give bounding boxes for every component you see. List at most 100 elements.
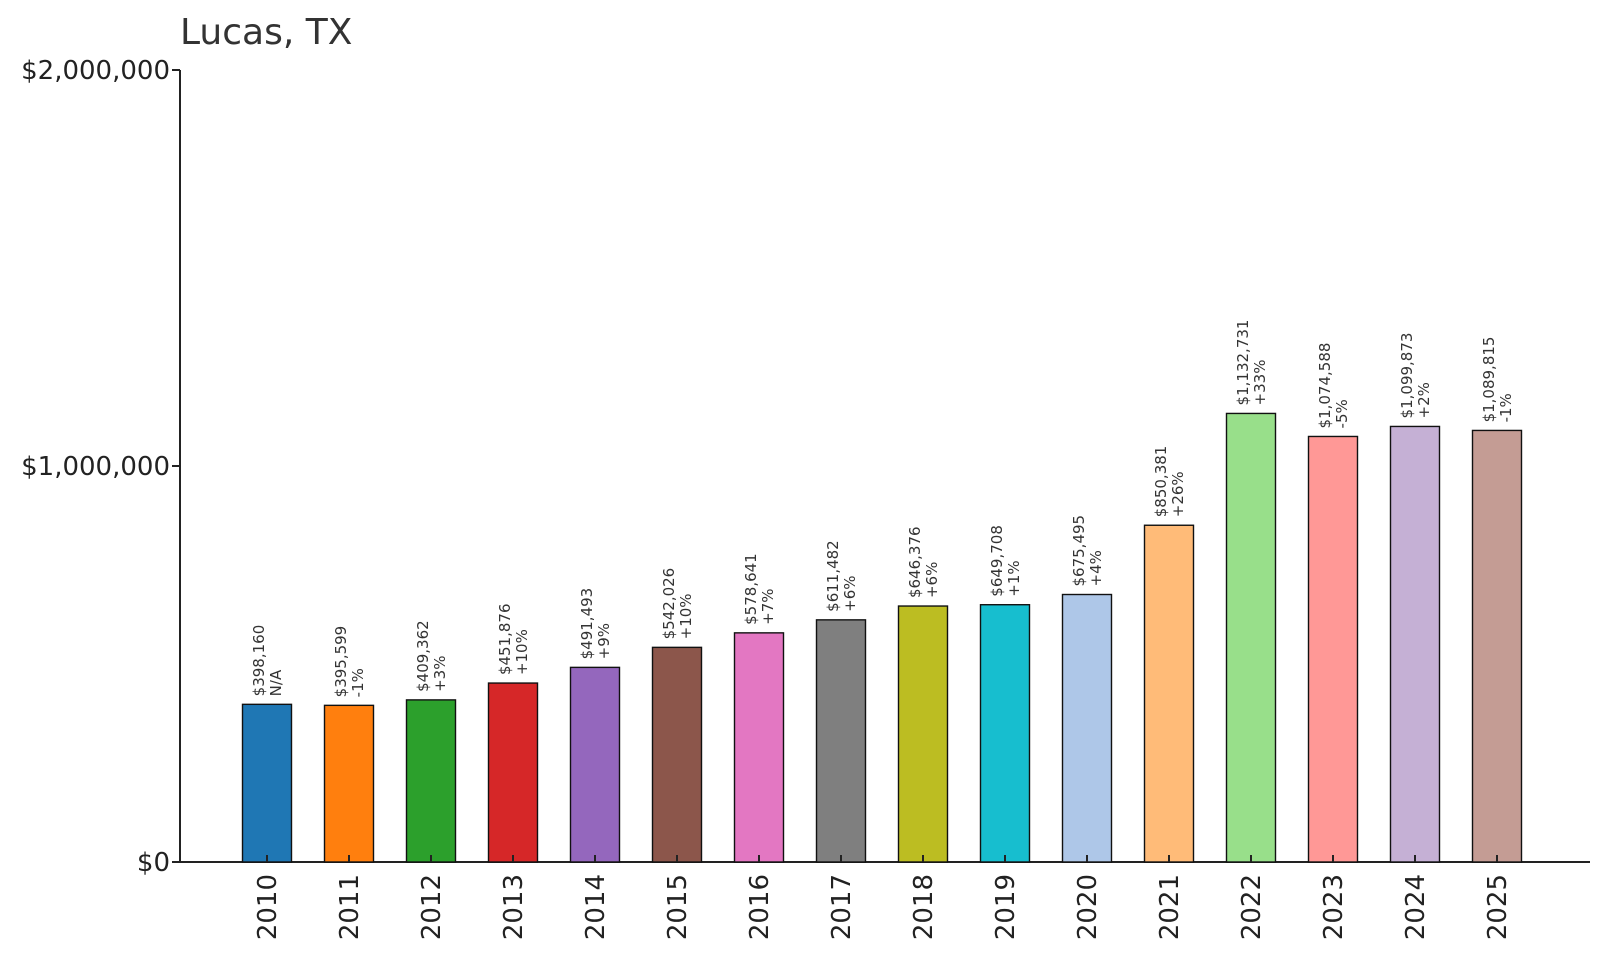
bar-2011 — [323, 704, 375, 863]
value-label: $395,599 — [332, 626, 350, 698]
data-label-2017: $611,482 +6% — [824, 540, 859, 612]
bar-2018 — [897, 605, 949, 863]
x-tick-2019: 2019 — [991, 874, 1021, 940]
bar-2017 — [815, 619, 867, 863]
bar-2019 — [979, 604, 1031, 863]
change-label: +6% — [923, 562, 941, 598]
x-tick-2022: 2022 — [1237, 874, 1267, 940]
x-tick-label: 2020 — [1073, 874, 1103, 940]
x-tick-label: 2015 — [663, 874, 693, 940]
data-label-2020: $675,495 +4% — [1070, 515, 1105, 587]
x-tick-label: 2019 — [991, 874, 1021, 940]
value-label: $1,089,815 — [1480, 337, 1498, 423]
change-label: +2% — [1415, 382, 1433, 418]
x-tick-2025: 2025 — [1483, 874, 1513, 940]
x-tick-label: 2012 — [417, 874, 447, 940]
data-label-2010: $398,160 N/A — [250, 625, 285, 697]
change-label: -5% — [1333, 399, 1351, 428]
y-tick-label: $1,000,000 — [21, 452, 170, 482]
axes — [179, 70, 1590, 863]
bar-2025 — [1471, 429, 1523, 863]
x-tick-label: 2010 — [253, 874, 283, 940]
value-label: $578,641 — [742, 553, 760, 625]
x-tick-2017: 2017 — [827, 874, 857, 940]
bar-2016 — [733, 632, 785, 863]
x-ticks: 2010 2011 2012 2013 2014 2015 2016 2017 2018 2019… — [253, 855, 1513, 940]
x-tick-2012: 2012 — [417, 874, 447, 940]
data-label-2022: $1,132,731 +33% — [1234, 320, 1269, 406]
x-tick-2016: 2016 — [745, 874, 775, 940]
y-ticks: $0 $1,000,000 $2,000,000 — [21, 56, 180, 878]
x-tick-2018: 2018 — [909, 874, 939, 940]
bar-2013 — [487, 682, 539, 863]
change-label: +33% — [1251, 360, 1269, 406]
x-tick-label: 2011 — [335, 874, 365, 940]
bar-2012 — [405, 699, 457, 863]
value-label: $649,708 — [988, 525, 1006, 597]
data-label-2023: $1,074,588 -5% — [1316, 343, 1351, 429]
data-label-2011: $395,599 -1% — [332, 626, 367, 698]
data-label-2014: $491,493 +9% — [578, 588, 613, 660]
value-label: $1,099,873 — [1398, 333, 1416, 419]
change-label: +6% — [841, 575, 859, 611]
change-label: -1% — [1497, 393, 1515, 422]
value-label: $451,876 — [496, 603, 514, 675]
data-label-2019: $649,708 +1% — [988, 525, 1023, 597]
bars — [241, 412, 1523, 863]
y-tick-label: $2,000,000 — [21, 56, 170, 86]
change-label: -1% — [349, 668, 367, 697]
value-label: $675,495 — [1070, 515, 1088, 587]
x-tick-label: 2021 — [1155, 874, 1185, 940]
x-tick-2010: 2010 — [253, 874, 283, 940]
x-tick-2023: 2023 — [1319, 874, 1349, 940]
change-label: +3% — [431, 656, 449, 692]
x-tick-label: 2013 — [499, 874, 529, 940]
value-label: $611,482 — [824, 540, 842, 612]
value-label: $409,362 — [414, 620, 432, 692]
data-label-2012: $409,362 +3% — [414, 620, 449, 692]
chart-title: Lucas, TX — [180, 12, 352, 53]
x-tick-2021: 2021 — [1155, 874, 1185, 940]
x-tick-2011: 2011 — [335, 874, 365, 940]
x-tick-label: 2016 — [745, 874, 775, 940]
data-label-2024: $1,099,873 +2% — [1398, 333, 1433, 419]
value-label: $850,381 — [1152, 446, 1170, 518]
data-label-2016: $578,641 +7% — [742, 553, 777, 625]
value-label: $542,026 — [660, 568, 678, 640]
x-tick-2020: 2020 — [1073, 874, 1103, 940]
value-label: $646,376 — [906, 526, 924, 598]
value-label: $398,160 — [250, 625, 268, 697]
data-label-2013: $451,876 +10% — [496, 603, 531, 675]
x-tick-2024: 2024 — [1401, 874, 1431, 940]
x-tick-label: 2022 — [1237, 874, 1267, 940]
x-tick-label: 2014 — [581, 874, 611, 940]
bar-2014 — [569, 666, 621, 863]
bar-2015 — [651, 646, 703, 863]
x-tick-label: 2018 — [909, 874, 939, 940]
change-label: N/A — [267, 669, 285, 696]
change-label: +4% — [1087, 550, 1105, 586]
x-tick-label: 2017 — [827, 874, 857, 940]
y-tick-label: $0 — [137, 848, 170, 878]
value-label: $1,132,731 — [1234, 320, 1252, 406]
bar-2021 — [1143, 524, 1195, 863]
value-label: $491,493 — [578, 588, 596, 660]
change-label: +1% — [1005, 560, 1023, 596]
change-label: +10% — [513, 629, 531, 675]
bar-2010 — [241, 703, 293, 863]
x-tick-2013: 2013 — [499, 874, 529, 940]
bar-2020 — [1061, 593, 1113, 863]
bar-2023 — [1307, 435, 1359, 863]
data-label-2015: $542,026 +10% — [660, 568, 695, 640]
data-label-2021: $850,381 +26% — [1152, 446, 1187, 518]
data-label-2018: $646,376 +6% — [906, 526, 941, 598]
change-label: +9% — [595, 623, 613, 659]
bar-2024 — [1389, 425, 1441, 863]
bar-2022 — [1225, 412, 1277, 863]
data-labels: $398,160 N/A $395,599 -1% $409,362 +3% $451,87… — [250, 320, 1515, 698]
x-tick-label: 2025 — [1483, 874, 1513, 940]
value-label: $1,074,588 — [1316, 343, 1334, 429]
x-tick-2014: 2014 — [581, 874, 611, 940]
